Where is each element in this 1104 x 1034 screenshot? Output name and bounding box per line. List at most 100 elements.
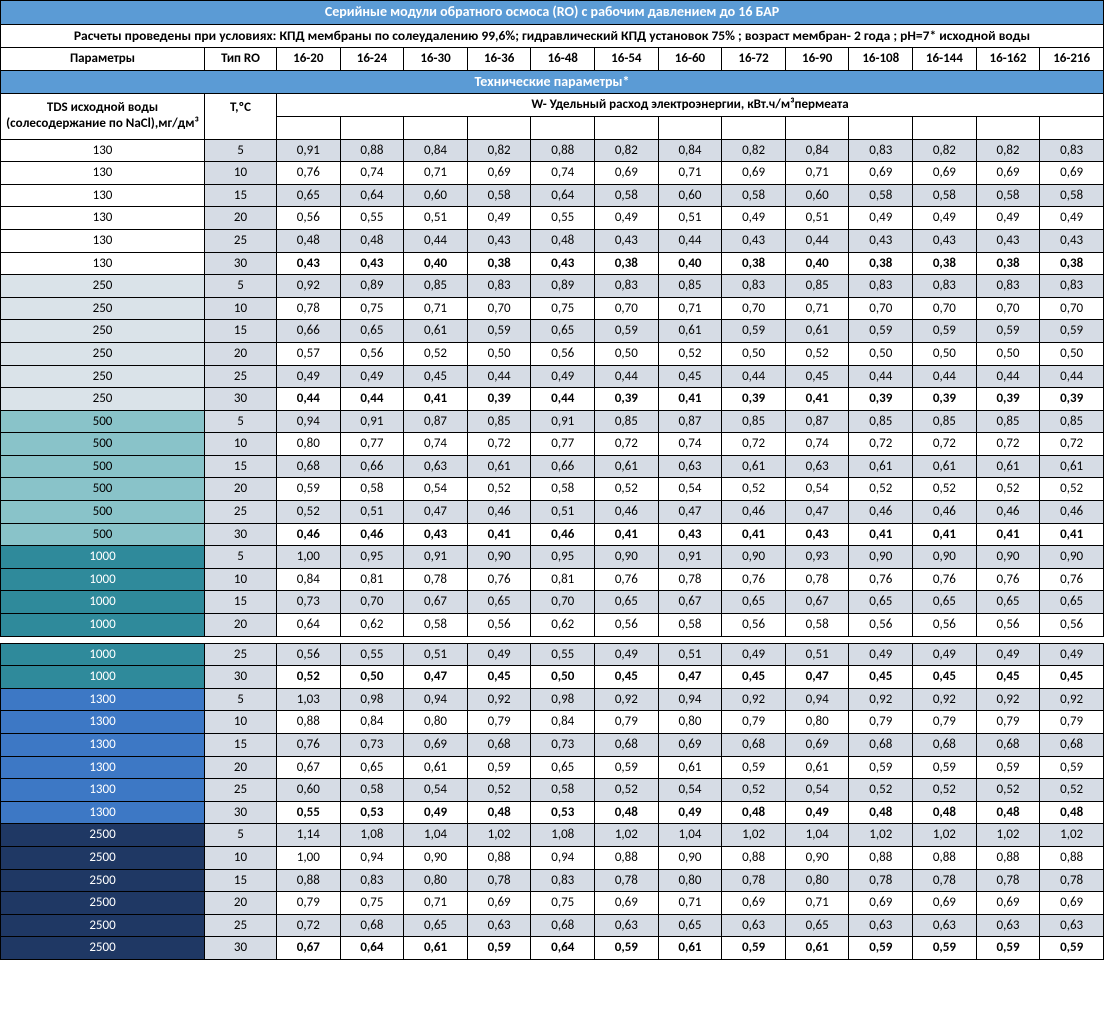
- value-cell: 0,59: [913, 937, 977, 960]
- value-cell: 0,69: [1040, 162, 1104, 185]
- value-cell: 0,46: [340, 523, 404, 546]
- value-cell: 0,69: [976, 162, 1040, 185]
- value-cell: 0,48: [277, 229, 341, 252]
- value-cell: 0,70: [340, 591, 404, 614]
- value-cell: 0,39: [913, 388, 977, 411]
- value-cell: 0,60: [785, 184, 849, 207]
- value-cell: 0,52: [467, 779, 531, 802]
- temp-cell: 10: [205, 568, 277, 591]
- value-cell: 0,87: [785, 410, 849, 433]
- value-cell: 0,49: [595, 643, 659, 666]
- value-cell: 0,44: [849, 365, 913, 388]
- value-cell: 0,88: [976, 846, 1040, 869]
- value-cell: 0,89: [531, 275, 595, 298]
- tds-cell: 130: [1, 252, 205, 275]
- value-cell: 0,45: [913, 666, 977, 689]
- value-cell: 0,40: [658, 252, 722, 275]
- tds-cell: 2500: [1, 892, 205, 915]
- value-cell: 0,92: [277, 275, 341, 298]
- value-cell: 0,80: [785, 711, 849, 734]
- value-cell: 0,83: [849, 275, 913, 298]
- value-cell: 0,85: [722, 410, 786, 433]
- value-cell: 0,87: [404, 410, 468, 433]
- temp-cell: 30: [205, 388, 277, 411]
- value-cell: 0,65: [277, 184, 341, 207]
- value-cell: 0,59: [722, 937, 786, 960]
- value-cell: 0,52: [849, 779, 913, 802]
- value-cell: 0,65: [531, 320, 595, 343]
- temp-cell: 10: [205, 297, 277, 320]
- temp-cell: 25: [205, 643, 277, 666]
- value-cell: 0,38: [849, 252, 913, 275]
- tds-cell: 130: [1, 139, 205, 162]
- value-cell: 0,76: [1040, 568, 1104, 591]
- value-cell: 0,49: [849, 207, 913, 230]
- value-cell: 0,54: [404, 478, 468, 501]
- value-cell: 0,50: [976, 342, 1040, 365]
- value-cell: 0,58: [340, 478, 404, 501]
- value-cell: 0,48: [340, 229, 404, 252]
- value-cell: 0,93: [785, 546, 849, 569]
- value-cell: 0,73: [340, 734, 404, 757]
- value-cell: 0,49: [467, 643, 531, 666]
- temp-cell: 20: [205, 207, 277, 230]
- value-cell: 0,45: [1040, 666, 1104, 689]
- value-cell: 0,58: [976, 184, 1040, 207]
- value-cell: 0,52: [277, 501, 341, 524]
- value-cell: 0,59: [913, 320, 977, 343]
- value-cell: 1,00: [277, 846, 341, 869]
- value-cell: 0,65: [1040, 591, 1104, 614]
- value-cell: 0,39: [595, 388, 659, 411]
- tds-cell: 500: [1, 523, 205, 546]
- value-cell: 0,46: [277, 523, 341, 546]
- value-cell: 0,76: [722, 568, 786, 591]
- value-cell: 0,92: [595, 688, 659, 711]
- value-cell: 0,56: [277, 643, 341, 666]
- temp-cell: 15: [205, 184, 277, 207]
- value-cell: 0,64: [340, 937, 404, 960]
- value-cell: 0,55: [340, 643, 404, 666]
- tds-cell: 500: [1, 478, 205, 501]
- value-cell: 0,59: [277, 478, 341, 501]
- value-cell: 0,59: [849, 756, 913, 779]
- tds-cell: 130: [1, 184, 205, 207]
- value-cell: 0,61: [404, 756, 468, 779]
- value-cell: 0,70: [722, 297, 786, 320]
- value-cell: 0,78: [785, 568, 849, 591]
- value-cell: 0,50: [849, 342, 913, 365]
- value-cell: 0,69: [595, 162, 659, 185]
- value-cell: 1,04: [658, 824, 722, 847]
- value-cell: 0,67: [277, 937, 341, 960]
- value-cell: 1,08: [340, 824, 404, 847]
- value-cell: 0,49: [595, 207, 659, 230]
- value-cell: 0,79: [722, 711, 786, 734]
- value-cell: 0,69: [913, 162, 977, 185]
- value-cell: 0,81: [531, 568, 595, 591]
- value-cell: 0,82: [722, 139, 786, 162]
- value-cell: 0,47: [404, 501, 468, 524]
- value-cell: 0,79: [595, 711, 659, 734]
- value-cell: 0,65: [785, 914, 849, 937]
- value-cell: 0,88: [277, 869, 341, 892]
- value-cell: 0,49: [340, 365, 404, 388]
- value-cell: 0,79: [277, 892, 341, 915]
- value-cell: 0,68: [722, 734, 786, 757]
- value-cell: 0,65: [531, 756, 595, 779]
- value-cell: 0,49: [277, 365, 341, 388]
- value-cell: 0,69: [785, 734, 849, 757]
- value-cell: 0,67: [785, 591, 849, 614]
- temp-cell: 25: [205, 229, 277, 252]
- tds-cell: 250: [1, 297, 205, 320]
- value-cell: 0,52: [277, 666, 341, 689]
- value-cell: 0,52: [595, 478, 659, 501]
- value-cell: 0,68: [531, 914, 595, 937]
- value-cell: 0,64: [340, 184, 404, 207]
- value-cell: 0,58: [785, 614, 849, 637]
- value-cell: 0,68: [976, 734, 1040, 757]
- value-cell: 0,46: [913, 501, 977, 524]
- value-cell: 0,44: [595, 365, 659, 388]
- value-cell: 0,47: [785, 666, 849, 689]
- value-cell: 0,62: [340, 614, 404, 637]
- value-cell: 0,90: [658, 846, 722, 869]
- value-cell: 0,80: [785, 869, 849, 892]
